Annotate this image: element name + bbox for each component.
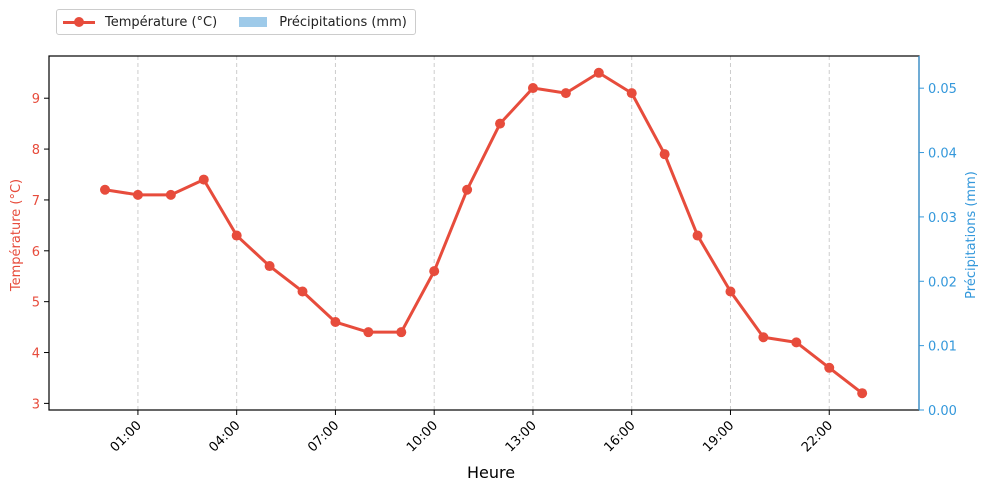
left-y-axis-ticks: 3 4 5 6 7 8 9 xyxy=(32,92,49,412)
temperature-point xyxy=(758,332,769,343)
y-tick-label: 8 xyxy=(32,143,40,158)
y-right-tick-label: 0.02 xyxy=(928,275,957,290)
y-tick-label: 5 xyxy=(32,296,40,311)
x-tick-label: 10:00 xyxy=(404,418,441,455)
y-tick-label: 9 xyxy=(32,92,40,107)
legend: Température (°C) Précipitations (mm) xyxy=(56,9,416,35)
y-right-tick-label: 0.01 xyxy=(928,340,957,355)
right-y-axis-label: Précipitations (mm) xyxy=(964,171,979,299)
y-right-tick-label: 0.03 xyxy=(928,211,957,226)
x-grid-lines xyxy=(137,56,830,410)
temperature-point xyxy=(527,83,538,94)
temperature-point xyxy=(462,184,473,195)
x-axis-label: Heure xyxy=(467,463,515,482)
y-tick-label: 4 xyxy=(32,347,40,362)
temperature-point xyxy=(824,362,835,373)
y-right-tick-label: 0.05 xyxy=(928,82,957,97)
temperature-point xyxy=(791,337,802,348)
x-tick-label: 01:00 xyxy=(108,418,145,455)
temperature-series xyxy=(100,67,868,399)
left-y-axis-label: Température (°C) xyxy=(9,179,24,292)
x-tick-label: 22:00 xyxy=(799,418,836,455)
temperature-point xyxy=(363,327,374,338)
temperature-point xyxy=(659,149,670,160)
legend-label: Température (°C) xyxy=(105,14,218,30)
temperature-point xyxy=(231,230,242,241)
temperature-point xyxy=(264,261,275,272)
temperature-point xyxy=(626,88,637,99)
temperature-point xyxy=(495,118,506,129)
right-y-axis-ticks: 0.00 0.01 0.02 0.03 0.04 0.05 xyxy=(919,82,957,419)
legend-item-temperature: Température (°C) xyxy=(63,15,217,30)
temperature-point xyxy=(692,230,703,241)
temperature-point xyxy=(593,67,604,78)
x-tick-label: 19:00 xyxy=(700,418,737,455)
temperature-point xyxy=(132,189,143,200)
temperature-line xyxy=(104,71,864,395)
temperature-point xyxy=(857,388,868,399)
y-tick-label: 7 xyxy=(32,194,40,209)
y-tick-label: 3 xyxy=(32,397,40,412)
x-tick-label: 04:00 xyxy=(206,418,243,455)
y-right-tick-label: 0.00 xyxy=(928,404,957,419)
x-tick-label: 13:00 xyxy=(503,418,540,455)
temperature-point xyxy=(725,286,736,297)
temperature-point xyxy=(560,88,571,99)
x-tick-label: 07:00 xyxy=(305,418,342,455)
y-right-tick-label: 0.04 xyxy=(928,147,957,162)
bar-patch-icon xyxy=(239,17,268,27)
x-tick-label: 16:00 xyxy=(601,418,638,455)
plot-frame xyxy=(48,55,920,411)
legend-item-precipitation: Précipitations (mm) xyxy=(239,15,407,30)
line-marker-icon xyxy=(63,17,95,27)
temperature-point xyxy=(297,286,308,297)
y-tick-label: 6 xyxy=(32,245,40,260)
temperature-point xyxy=(165,189,176,200)
temperature-point xyxy=(396,327,407,338)
temperature-point xyxy=(330,317,341,328)
temperature-point xyxy=(100,184,110,195)
temperature-point xyxy=(429,266,440,277)
x-axis-ticks: 01:00 04:00 07:00 10:00 13:00 16:00 19:00 22:00 xyxy=(108,410,836,455)
legend-label: Précipitations (mm) xyxy=(279,14,407,30)
temperature-point xyxy=(198,174,209,185)
